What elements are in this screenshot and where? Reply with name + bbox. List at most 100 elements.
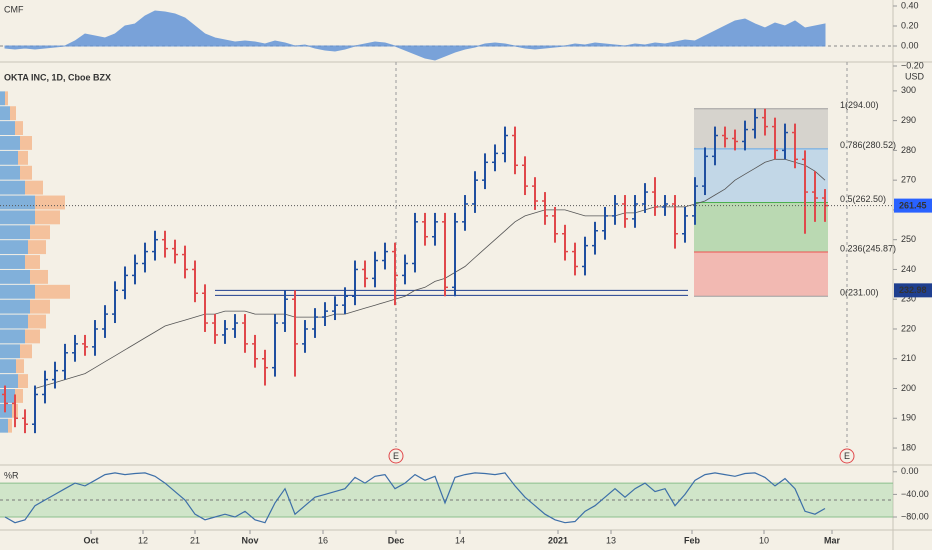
y-tick-label: 240 — [901, 264, 916, 274]
moving-average — [34, 158, 826, 389]
volume-down — [10, 106, 16, 121]
x-tick-label: 13 — [606, 535, 616, 545]
y-tick-label: −0.20 — [901, 60, 924, 70]
volume-down — [16, 359, 24, 374]
y-tick-label: 230 — [901, 294, 916, 304]
y-tick-label: 0.00 — [901, 40, 919, 50]
volume-up — [0, 240, 28, 255]
y-tick-label: 0.20 — [901, 20, 919, 30]
volume-up — [0, 359, 16, 374]
fib-zone — [694, 108, 828, 149]
volume-up — [0, 91, 5, 106]
volume-up — [0, 165, 20, 180]
x-tick-label: Oct — [83, 535, 98, 545]
volume-down — [18, 150, 28, 165]
volume-down — [30, 269, 48, 284]
y-tick-label: −80.00 — [901, 511, 929, 521]
volume-down — [18, 374, 28, 389]
volume-down — [5, 91, 8, 106]
volume-up — [0, 389, 15, 403]
volume-up — [0, 299, 30, 314]
volume-up — [0, 418, 8, 433]
volume-down — [15, 121, 23, 136]
volume-down — [25, 255, 40, 269]
volume-down — [20, 136, 32, 150]
x-tick-label: Dec — [388, 535, 405, 545]
volume-up — [0, 329, 25, 344]
y-tick-label: 210 — [901, 353, 916, 363]
volume-down — [25, 329, 40, 344]
volume-down — [28, 240, 46, 255]
y-tick-label: 250 — [901, 234, 916, 244]
volume-down — [20, 344, 32, 359]
event-label: E — [393, 451, 399, 461]
x-tick-label: Nov — [241, 535, 258, 545]
volume-up — [0, 180, 25, 195]
last-price-box — [894, 198, 932, 213]
volume-down — [28, 314, 46, 329]
fib-zone — [694, 202, 828, 252]
volume-up — [0, 225, 30, 240]
fib-label: 0.5(262.50) — [840, 194, 886, 204]
y-tick-label: 180 — [901, 442, 916, 452]
volume-up — [0, 121, 15, 136]
volume-up — [0, 195, 35, 210]
volume-down — [35, 210, 60, 225]
y-tick-label: 220 — [901, 323, 916, 333]
volume-up — [0, 374, 18, 389]
fib-label: 0.786(280.52) — [840, 140, 896, 150]
x-tick-label: 2021 — [548, 535, 568, 545]
volume-up — [0, 210, 35, 225]
fib-label: 1(294.00) — [840, 100, 879, 110]
indicator-title: CMF — [4, 4, 24, 14]
volume-up — [0, 255, 25, 269]
indicator-line — [4, 472, 826, 524]
y-tick-label: 300 — [901, 85, 916, 95]
y-tick-label: 0.00 — [901, 466, 919, 476]
volume-down — [25, 180, 43, 195]
volume-up — [0, 284, 35, 299]
volume-down — [35, 284, 70, 299]
y-tick-label: −40.00 — [901, 489, 929, 499]
currency: USD — [905, 71, 925, 81]
y-tick-label: 270 — [901, 175, 916, 185]
volume-up — [0, 150, 18, 165]
x-tick-label: Mar — [824, 535, 841, 545]
volume-down — [35, 195, 65, 210]
x-tick-label: 12 — [138, 535, 148, 545]
x-tick-label: 21 — [190, 535, 200, 545]
chart-title: OKTA INC, 1D, Cboe BZX — [4, 72, 111, 82]
x-tick-label: Feb — [684, 535, 701, 545]
volume-down — [30, 299, 50, 314]
line-price-box — [894, 283, 932, 298]
x-tick-label: 10 — [759, 535, 769, 545]
indicator-area — [4, 10, 826, 61]
fib-label: 0.236(245.87) — [840, 243, 896, 253]
event-marker — [388, 448, 404, 464]
line-price-label: 232.98 — [899, 285, 927, 295]
volume-down — [20, 165, 32, 180]
y-tick-label: 280 — [901, 145, 916, 155]
volume-up — [0, 136, 20, 150]
volume-up — [0, 106, 10, 121]
volume-down — [8, 418, 12, 433]
event-marker — [839, 448, 855, 464]
volume-up — [0, 269, 30, 284]
x-tick-label: 16 — [318, 535, 328, 545]
y-tick-label: 0.40 — [901, 0, 919, 10]
y-tick-label: 190 — [901, 413, 916, 423]
volume-up — [0, 314, 28, 329]
fib-zone — [694, 251, 828, 297]
y-tick-label: 200 — [901, 383, 916, 393]
y-tick-label: 290 — [901, 115, 916, 125]
x-tick-label: 14 — [455, 535, 465, 545]
indicator-title: %R — [4, 470, 19, 480]
last-price-label: 261.45 — [899, 200, 927, 210]
volume-up — [0, 344, 20, 359]
volume-down — [15, 389, 23, 403]
fib-label: 0(231.00) — [840, 288, 879, 298]
event-label: E — [844, 451, 850, 461]
volume-down — [30, 225, 50, 240]
